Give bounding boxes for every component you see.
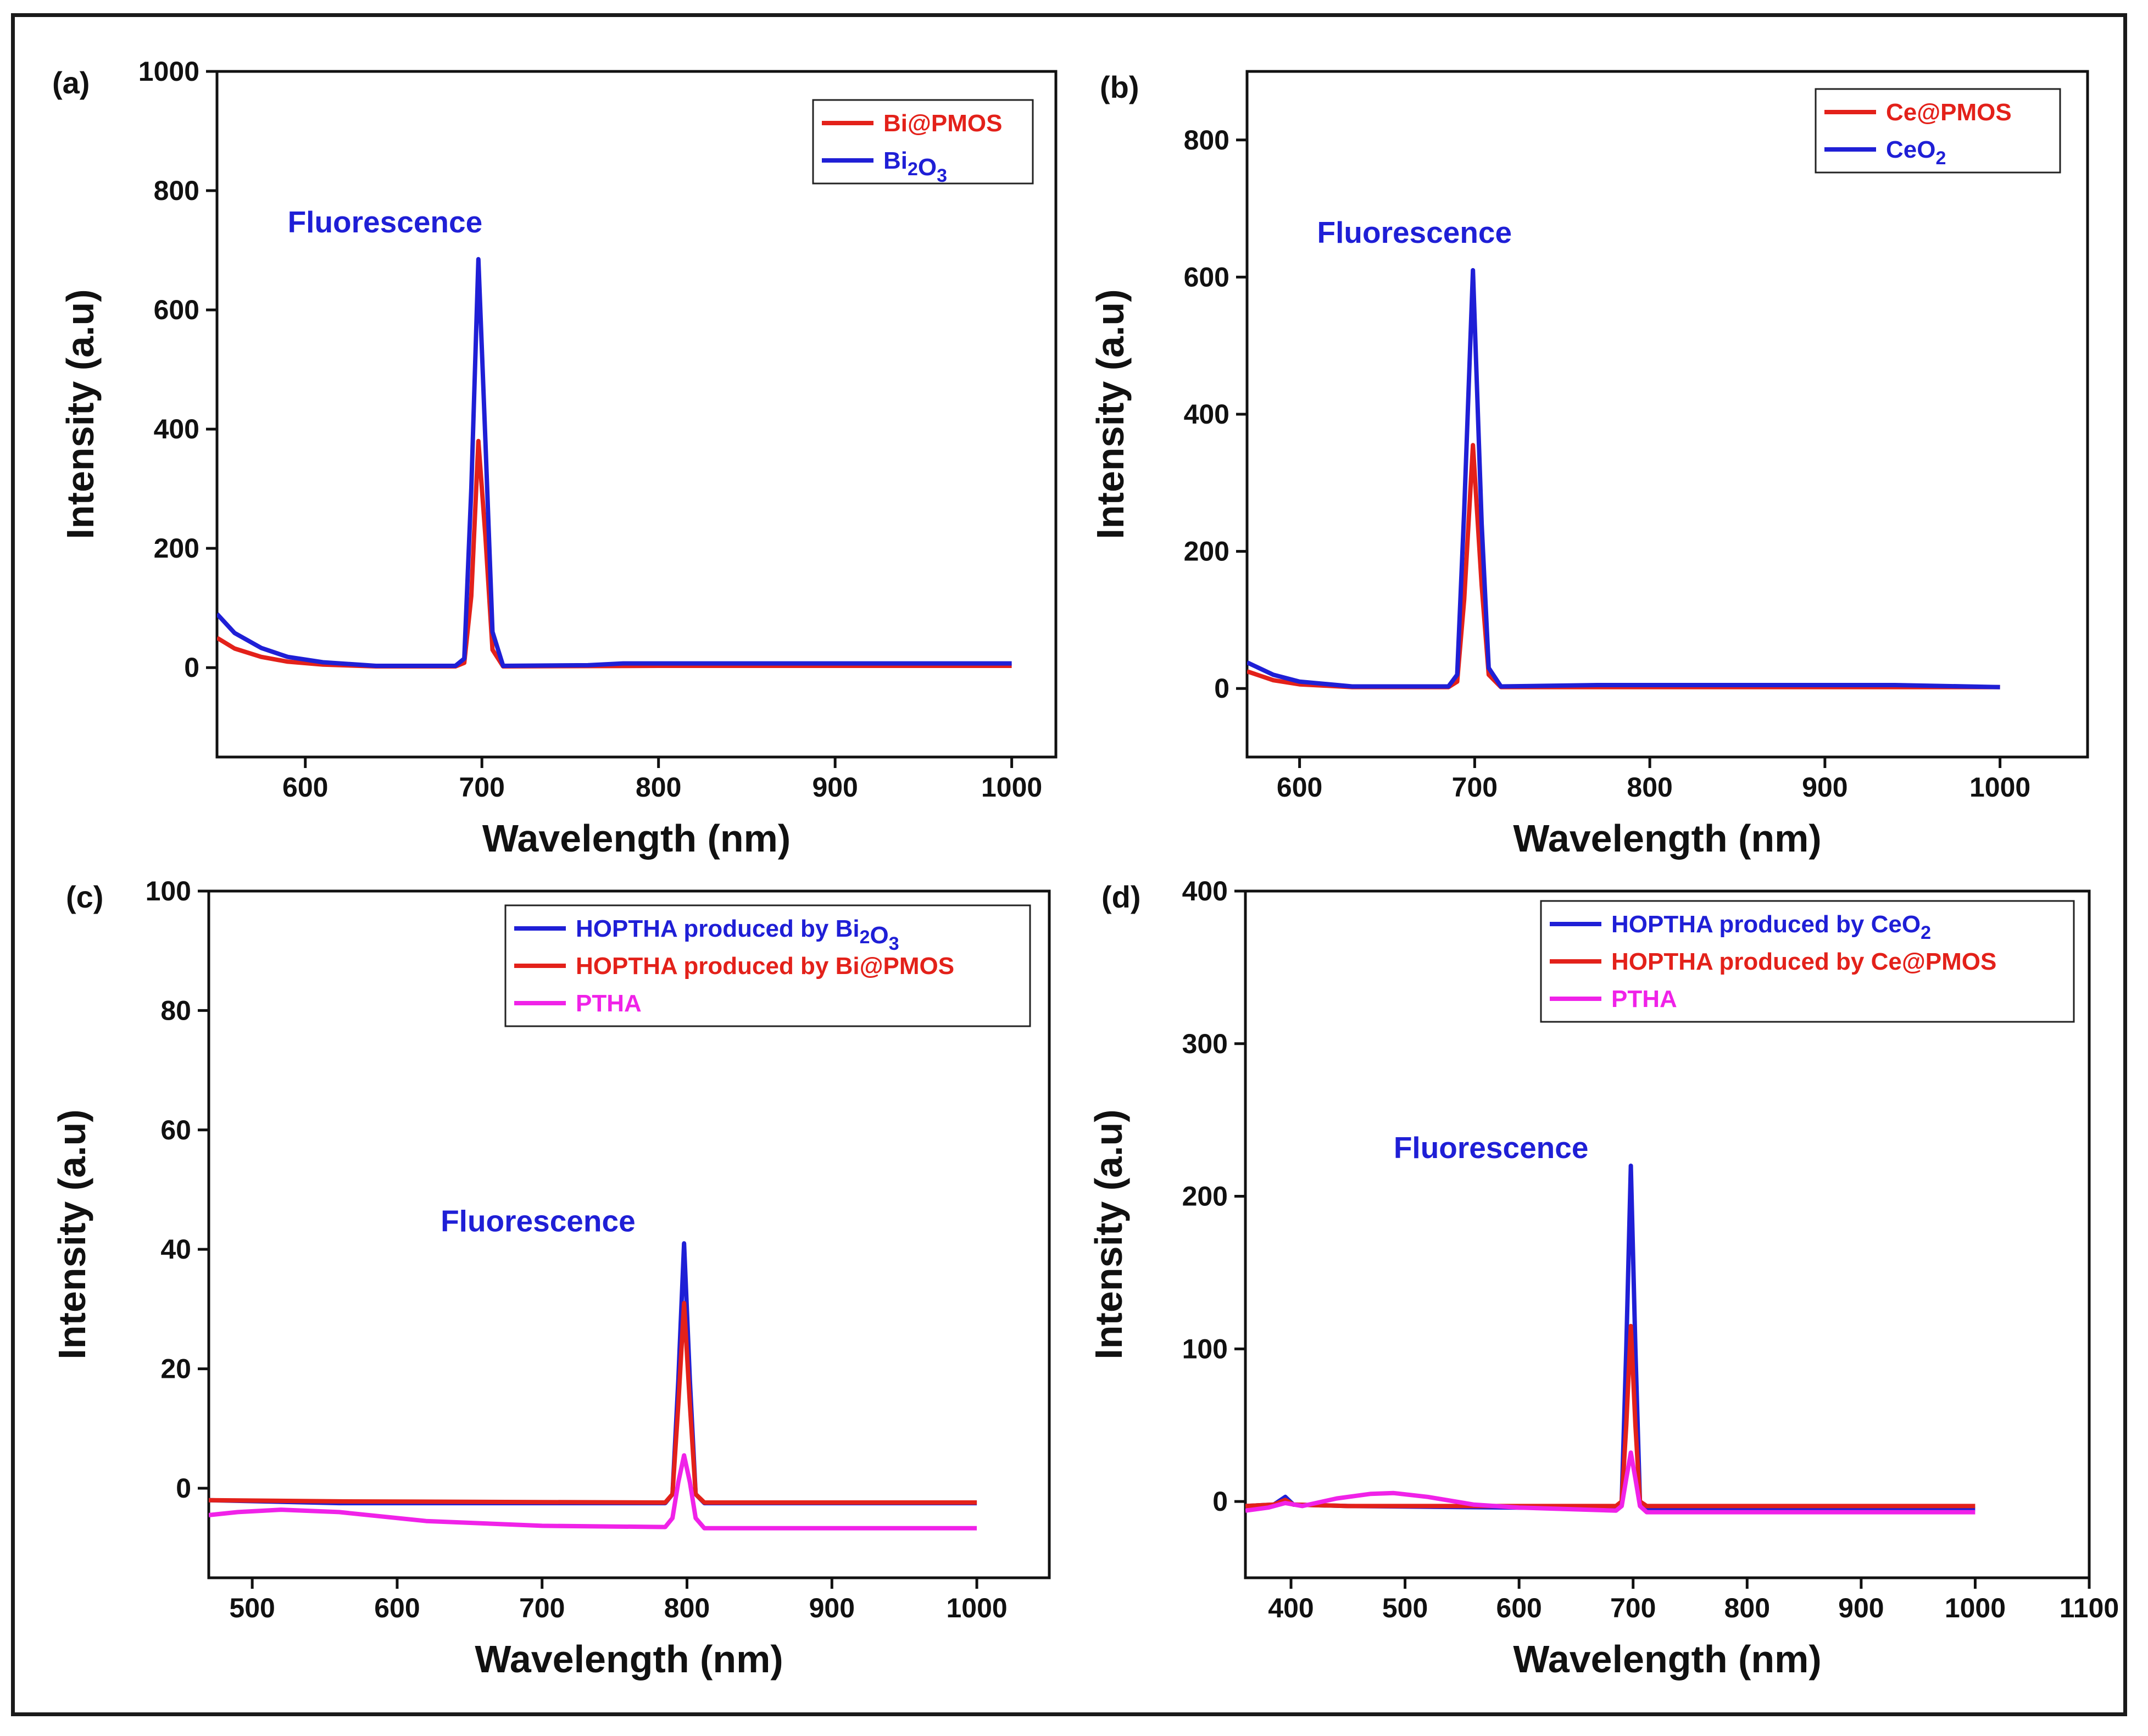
x-tick-label: 800	[664, 1593, 710, 1623]
plot-frame	[215, 70, 1058, 759]
y-tick-label: 0	[1212, 1486, 1228, 1517]
y-axis-title: Intensity (a.u)	[1087, 1109, 1130, 1359]
legend-entry: Bi2O3	[883, 147, 947, 186]
y-tick-label: 80	[160, 995, 191, 1026]
y-tick-label: 1000	[138, 56, 199, 87]
x-tick-label: 900	[809, 1593, 855, 1623]
series-line-blue	[209, 1241, 977, 1506]
y-tick-label: 20	[160, 1354, 191, 1384]
y-tick-label: 800	[154, 175, 199, 206]
series-line-red	[217, 438, 1012, 669]
x-tick-label: 900	[1802, 772, 1847, 803]
y-tick-label: 40	[160, 1234, 191, 1265]
panel-c: 500 600 700 800 900 1000 0 20 40 60 80 100 Wavelengt…	[51, 876, 1051, 1681]
x-tick-label: 600	[1277, 772, 1322, 803]
y-tick-label: 0	[176, 1473, 191, 1504]
plot-frame	[1244, 889, 2091, 1579]
x-tick-label: 700	[1610, 1593, 1656, 1623]
legend-box	[1815, 88, 2061, 174]
panel-d: 400 500 600 700 800 900 1000 1100 0 100 200 300 400 W…	[1087, 876, 2119, 1681]
series-line-blue	[1245, 1164, 1976, 1511]
legend-entry: PTHA	[576, 990, 642, 1017]
series-line-red	[1247, 443, 2000, 689]
legend-box	[1540, 900, 2075, 1023]
x-tick-label: 500	[229, 1593, 275, 1623]
legend-entry: HOPTHA produced by CeO2	[1611, 911, 1931, 943]
y-tick-label: 600	[154, 294, 199, 325]
legend-box	[504, 904, 1031, 1027]
series-line-blue	[217, 257, 1012, 668]
x-tick-label: 700	[519, 1593, 565, 1623]
x-tick-label: 900	[812, 772, 858, 803]
series-line-magenta	[209, 1453, 977, 1531]
panel-label: (b)	[1100, 70, 1139, 104]
plot-frame	[1245, 70, 2089, 759]
x-tick-label: 800	[1627, 772, 1672, 803]
series-line-red	[1245, 1323, 1976, 1509]
y-tick-label: 200	[1184, 536, 1229, 567]
fluorescence-annotation: Fluorescence	[288, 205, 483, 239]
panel-label: (d)	[1101, 880, 1141, 914]
y-tick-label: 0	[184, 652, 199, 683]
legend-box	[812, 99, 1034, 185]
y-axis-title: Intensity (a.u)	[51, 1109, 93, 1359]
x-tick-label: 600	[374, 1593, 420, 1623]
fluorescence-annotation: Fluorescence	[1317, 215, 1512, 249]
y-axis-title: Intensity (a.u)	[59, 289, 102, 539]
fluorescence-annotation: Fluorescence	[441, 1204, 636, 1238]
x-tick-label: 1000	[946, 1593, 1007, 1623]
x-tick-label: 1000	[981, 772, 1042, 803]
y-tick-label: 800	[1184, 125, 1229, 155]
y-tick-label: 0	[1214, 673, 1229, 704]
y-tick-label: 200	[154, 533, 199, 564]
panel-label: (c)	[66, 880, 103, 914]
y-tick-label: 60	[160, 1115, 191, 1145]
x-tick-label: 800	[636, 772, 681, 803]
x-tick-label: 600	[282, 772, 328, 803]
legend-entry: HOPTHA produced by Ce@PMOS	[1611, 948, 1996, 975]
legend-entry: HOPTHA produced by Bi@PMOS	[576, 953, 954, 980]
y-axis-title: Intensity (a.u)	[1089, 289, 1132, 539]
y-tick-label: 400	[154, 414, 199, 444]
fluorescence-annotation: Fluorescence	[1394, 1131, 1589, 1165]
panel-a: 600 700 800 900 1000 0 200 400 600 800 1000 Wavelen…	[52, 56, 1058, 860]
series-line-red	[209, 1301, 977, 1505]
x-tick-label: 800	[1724, 1593, 1770, 1623]
y-tick-label: 300	[1182, 1028, 1228, 1059]
x-tick-label: 900	[1838, 1593, 1884, 1623]
x-axis-title: Wavelength (nm)	[1513, 817, 1821, 860]
series-line-blue	[1247, 268, 2000, 689]
panel-label: (a)	[52, 65, 90, 100]
legend-entry: Bi@PMOS	[883, 110, 1002, 137]
x-tick-label: 500	[1382, 1593, 1428, 1623]
x-tick-label: 1000	[1945, 1593, 2006, 1623]
x-tick-label: 1000	[1969, 772, 2030, 803]
x-axis-title: Wavelength (nm)	[482, 817, 791, 860]
series-line-magenta	[1245, 1450, 1976, 1515]
legend-entry: HOPTHA produced by Bi2O3	[576, 915, 899, 954]
legend-entry: PTHA	[1611, 986, 1677, 1012]
x-tick-label: 700	[459, 772, 504, 803]
legend-entry: CeO2	[1886, 136, 1946, 169]
y-tick-label: 400	[1182, 876, 1228, 906]
figure-frame	[11, 13, 2127, 1716]
x-tick-label: 400	[1268, 1593, 1314, 1623]
x-axis-title: Wavelength (nm)	[475, 1638, 783, 1681]
x-tick-label: 700	[1452, 772, 1498, 803]
y-tick-label: 600	[1184, 261, 1229, 292]
plot-frame	[207, 889, 1051, 1579]
x-axis-title: Wavelength (nm)	[1513, 1638, 1821, 1681]
x-tick-label: 600	[1496, 1593, 1542, 1623]
panel-b: 600 700 800 900 1000 0 200 400 600 800 Wavelength …	[1089, 70, 2089, 860]
y-tick-label: 100	[1182, 1333, 1228, 1364]
y-tick-label: 200	[1182, 1181, 1228, 1212]
y-tick-label: 400	[1184, 399, 1229, 430]
legend-entry: Ce@PMOS	[1886, 99, 2012, 126]
y-tick-label: 100	[146, 876, 191, 906]
x-tick-label: 1100	[2060, 1593, 2119, 1623]
